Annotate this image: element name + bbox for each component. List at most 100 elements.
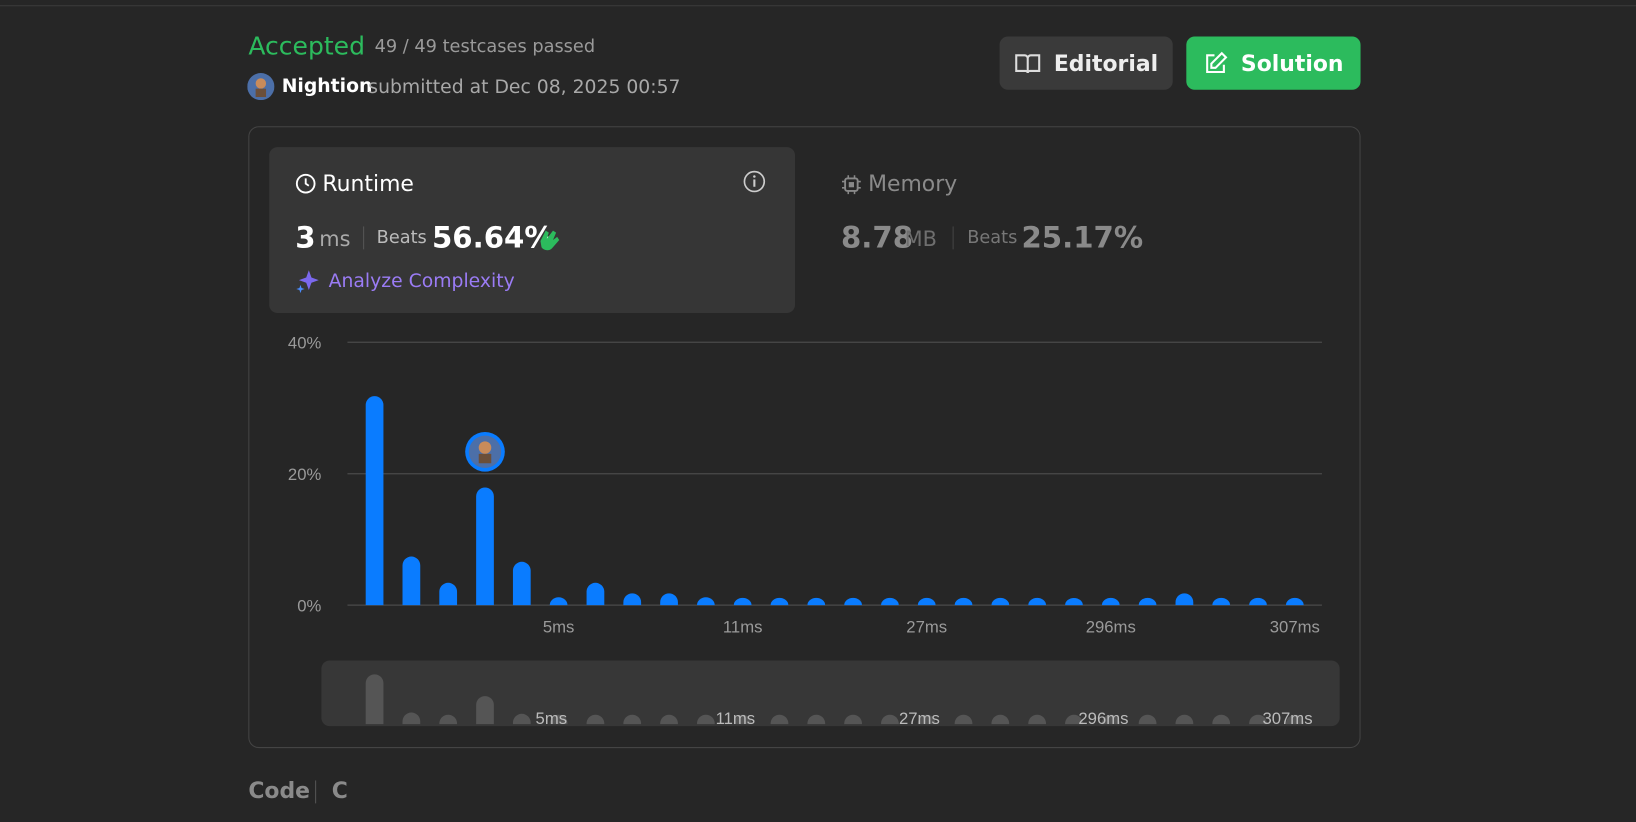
testcases: 49 / 49 testcases passed (374, 36, 596, 58)
minimap-bar (623, 714, 642, 725)
solution-label: Solution (1240, 50, 1344, 76)
minimap-bar (1138, 714, 1157, 725)
minimap-bar (807, 714, 826, 725)
bar (512, 561, 531, 606)
memory-beats-label: Beats (967, 227, 1018, 249)
minimap-bar (881, 714, 899, 725)
marker-face (478, 441, 492, 454)
marker-body (478, 453, 492, 464)
minimap-tick-label: 307ms (1262, 709, 1312, 728)
analyze-link[interactable]: Analyze Complexity (328, 270, 515, 293)
minimap-bar (1212, 714, 1231, 725)
edit-icon (1206, 51, 1228, 73)
divider (363, 226, 365, 250)
y-tick-label: 0% (297, 596, 321, 615)
minimap-bar (844, 714, 862, 725)
bar (881, 597, 899, 606)
user-marker[interactable] (465, 431, 505, 472)
minimap-bar (660, 714, 678, 725)
submitted-at: submitted at Dec 08, 2025 00:57 (368, 76, 681, 99)
y-tick-label: 40% (288, 333, 322, 352)
stats-card (248, 126, 1361, 749)
runtime-panel[interactable] (269, 147, 796, 314)
info-icon[interactable] (743, 170, 766, 193)
runtime-value: 3 (295, 220, 316, 255)
clock-icon (295, 173, 316, 194)
minimap-tick-label: 11ms (716, 709, 756, 728)
bar (549, 597, 568, 606)
bar (1249, 597, 1267, 606)
bar (439, 582, 458, 606)
bar (733, 597, 752, 606)
book-icon (1015, 53, 1041, 73)
y-tick-label: 20% (288, 465, 322, 484)
minimap-bar (549, 714, 568, 725)
bar (917, 597, 936, 606)
x-tick-label: 296ms (1086, 617, 1136, 636)
bar (954, 597, 973, 606)
code-label: Code (248, 778, 311, 804)
minimap-bar (1175, 714, 1194, 725)
bar (623, 593, 642, 606)
bar (1065, 597, 1083, 606)
bar (586, 582, 605, 606)
minimap-bar (1028, 714, 1047, 725)
x-tick-label: 11ms (723, 617, 763, 636)
minimap-bar (1065, 714, 1083, 725)
bar (476, 487, 494, 606)
editorial-label: Editorial (1053, 50, 1159, 76)
minimap-bar (1285, 714, 1304, 725)
minimap-bar (365, 674, 384, 725)
sparkle-icon (296, 270, 319, 294)
minimap-bar (439, 714, 458, 725)
memory-label[interactable]: Memory (868, 171, 958, 197)
x-tick-label: 5ms (543, 617, 575, 636)
divider (952, 226, 954, 250)
x-tick-label: 27ms (906, 617, 947, 636)
bar (1285, 597, 1304, 606)
minimap-tick-label: 27ms (899, 709, 940, 728)
username[interactable]: Nightion (281, 75, 373, 98)
editorial-button[interactable]: Editorial (999, 36, 1173, 90)
bar (365, 396, 384, 606)
minimap-bar (1249, 714, 1267, 725)
memory-unit: MB (904, 226, 937, 252)
user-avatar[interactable] (247, 73, 275, 101)
minimap-bar (770, 714, 789, 725)
minimap-bar (954, 714, 973, 725)
bar (1175, 593, 1194, 606)
bar (1101, 597, 1120, 606)
minimap-bar (991, 714, 1010, 725)
runtime-unit: ms (319, 226, 351, 252)
bar (402, 556, 421, 606)
minimap[interactable] (321, 660, 1340, 727)
divider (315, 780, 317, 804)
runtime-label: Runtime (322, 171, 414, 197)
memory-beats: 25.17% (1021, 220, 1144, 255)
minimap-bar (733, 714, 752, 725)
status: Accepted (248, 31, 365, 61)
runtime-beats: 56.64% (431, 220, 554, 255)
minimap-tick-label: 5ms (536, 709, 568, 728)
minimap-bar (696, 714, 715, 725)
clap-icon (540, 230, 560, 251)
bar (1138, 597, 1157, 606)
minimap-tick-label: 296ms (1078, 709, 1128, 728)
bar (844, 597, 862, 606)
solution-button[interactable]: Solution (1186, 36, 1361, 90)
x-tick-label: 307ms (1270, 617, 1320, 636)
minimap-bar (476, 696, 494, 725)
top-border (0, 5, 1636, 7)
bar (1028, 597, 1047, 606)
bar (807, 597, 826, 606)
runtime-beats-label: Beats (376, 227, 427, 249)
memory-value: 8.78 (840, 220, 914, 255)
code-language: C (331, 778, 348, 804)
minimap-bar (917, 714, 936, 725)
minimap-bar (512, 713, 531, 725)
bar (991, 597, 1010, 606)
minimap-bar (1101, 714, 1120, 725)
